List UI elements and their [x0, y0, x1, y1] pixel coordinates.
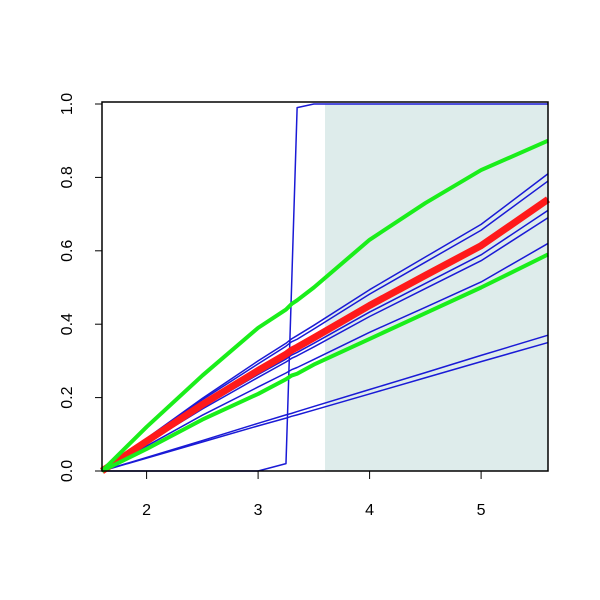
- series-line: [101, 252, 549, 473]
- series-line: [101, 341, 549, 472]
- x-tick-label: 3: [254, 502, 263, 519]
- y-tick-label: 0.2: [59, 386, 76, 408]
- plot-box: [101, 101, 549, 472]
- series-line: [101, 180, 549, 472]
- x-tick-label: 4: [365, 502, 374, 519]
- series-line: [101, 334, 549, 472]
- shaded-region: [325, 104, 548, 471]
- y-tick-label: 0.0: [59, 460, 76, 482]
- y-tick-label: 0.8: [59, 166, 76, 188]
- series-line: [100, 196, 550, 474]
- series-line: [100, 138, 549, 473]
- y-tick-label: 1.0: [59, 93, 76, 115]
- series-line: [101, 242, 549, 472]
- series-line: [101, 173, 549, 472]
- x-tick-label: 5: [477, 502, 486, 519]
- y-tick-label: 0.4: [59, 313, 76, 335]
- y-tick-label: 0.6: [59, 240, 76, 262]
- x-tick-label: 2: [142, 502, 151, 519]
